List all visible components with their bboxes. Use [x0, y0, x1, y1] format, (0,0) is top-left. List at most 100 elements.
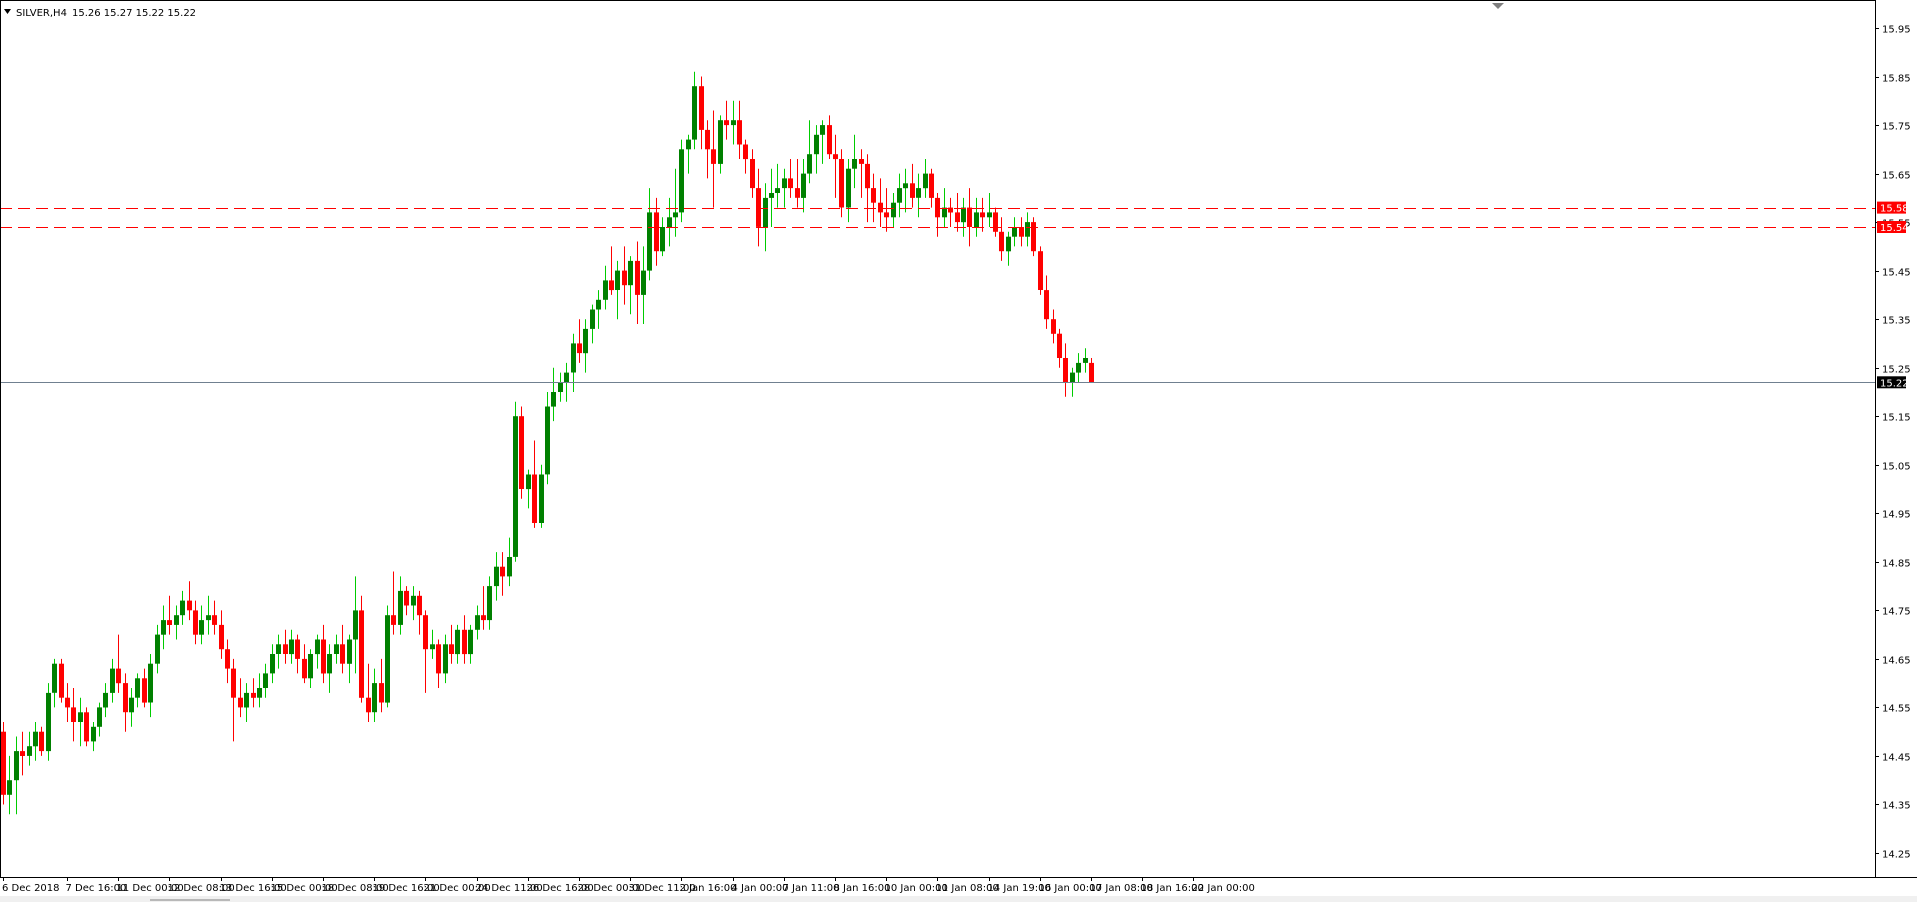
candle — [270, 644, 275, 684]
x-tick-label: 12 Dec 08:00 — [168, 883, 235, 894]
candle — [65, 683, 70, 722]
candle-body — [187, 600, 192, 611]
candle-body — [711, 149, 716, 164]
candle-body — [1006, 236, 1011, 252]
candle-body — [180, 600, 185, 616]
y-tick-label: 15.95 — [1882, 25, 1911, 36]
candle-body — [231, 668, 236, 698]
candle-body — [33, 731, 38, 747]
candle — [859, 149, 864, 198]
candle-body — [769, 193, 774, 198]
candle-body — [519, 416, 524, 489]
candle-body — [596, 299, 601, 310]
candle — [577, 319, 582, 363]
candle-body — [878, 202, 883, 213]
candle — [987, 193, 992, 227]
candle-body — [859, 159, 864, 164]
candle-body — [475, 615, 480, 630]
x-tick-label: 11 Dec 00:00 — [117, 883, 184, 894]
candle — [398, 576, 403, 635]
candle — [289, 629, 294, 664]
candle — [532, 440, 537, 528]
candle-body — [39, 731, 44, 752]
candle-body — [78, 712, 83, 722]
candle-body — [865, 163, 870, 189]
candle-body — [468, 629, 473, 655]
candle — [673, 168, 678, 237]
candle — [743, 139, 748, 174]
candle — [827, 115, 832, 159]
candle-body — [257, 688, 262, 698]
candle — [596, 290, 601, 329]
candle-body — [1012, 227, 1017, 237]
x-tick-label: 31 Dec 11:00 — [629, 883, 696, 894]
candle — [891, 193, 896, 227]
candle — [878, 178, 883, 227]
candle — [750, 149, 755, 198]
candle — [846, 159, 851, 223]
candle — [519, 406, 524, 499]
candle-body — [891, 202, 896, 218]
candle — [923, 159, 928, 198]
candle — [756, 168, 761, 247]
x-tick-label: 18 Jan 16:00 — [1141, 883, 1204, 894]
candle-body — [532, 474, 537, 523]
candle — [20, 731, 25, 776]
candle — [615, 260, 620, 320]
candle-body — [705, 129, 710, 150]
candle-body — [679, 149, 684, 213]
candle — [353, 576, 358, 674]
candle — [148, 654, 153, 718]
candle-body — [327, 654, 332, 674]
candle — [705, 120, 710, 179]
candle — [385, 605, 390, 708]
candle — [526, 469, 531, 509]
y-tick-label: 15.45 — [1882, 268, 1911, 279]
candle-body — [110, 668, 115, 693]
candle — [1025, 212, 1030, 247]
candle — [1038, 246, 1043, 295]
x-tick-label: 21 Dec 00:00 — [424, 883, 491, 894]
candle — [391, 571, 396, 635]
candle — [647, 188, 652, 281]
current-price-badge — [1877, 376, 1906, 389]
candle — [871, 173, 876, 223]
candle-body — [411, 595, 416, 606]
candle-body — [283, 644, 288, 654]
candle-body — [244, 692, 249, 708]
chart-shift-marker-icon[interactable] — [1492, 3, 1504, 9]
symbol-label: SILVER,H4 — [16, 8, 67, 19]
x-tick-label: 14 Jan 19:00 — [988, 883, 1051, 894]
candle — [551, 367, 556, 422]
candle-body — [513, 416, 518, 557]
x-tick-label: 7 Jan 11:00 — [783, 883, 840, 894]
y-tick-label: 15.75 — [1882, 122, 1911, 133]
lower-level-badge-label: 15.54 — [1880, 223, 1909, 234]
candle-body — [756, 188, 761, 227]
triangle-down-icon[interactable] — [4, 9, 11, 14]
y-tick-label: 14.75 — [1882, 607, 1911, 618]
candle — [78, 697, 83, 747]
candle-body — [583, 328, 588, 354]
candle-body — [1051, 319, 1056, 334]
candle-body — [615, 270, 620, 290]
candle-body — [916, 188, 921, 198]
y-tick-label: 14.35 — [1882, 801, 1911, 812]
x-tick-label: 6 Dec 2018 — [2, 883, 60, 894]
candle-body — [603, 280, 608, 300]
candle-body — [193, 610, 198, 635]
candle-body — [116, 668, 121, 684]
candle — [46, 683, 51, 761]
candle-body — [948, 207, 953, 213]
candle-body — [1044, 290, 1049, 320]
y-tick-label: 15.25 — [1882, 365, 1911, 376]
candle — [622, 246, 627, 305]
candle — [71, 688, 76, 742]
candle-body — [1, 731, 6, 795]
ohlc-readout: 15.26 15.27 15.22 15.22 — [72, 8, 196, 19]
candle — [417, 590, 422, 635]
candle — [948, 197, 953, 227]
candle — [686, 134, 691, 174]
candle-body — [334, 644, 339, 654]
